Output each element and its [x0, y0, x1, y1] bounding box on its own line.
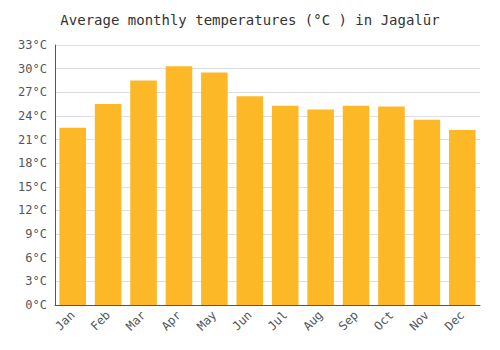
svg-text:Jul: Jul [265, 308, 290, 333]
svg-text:9°C: 9°C [25, 227, 47, 241]
svg-text:6°C: 6°C [25, 251, 47, 265]
svg-text:Dec: Dec [442, 308, 467, 333]
svg-text:May: May [194, 308, 219, 333]
svg-text:24°C: 24°C [18, 109, 47, 123]
svg-text:21°C: 21°C [18, 133, 47, 147]
svg-text:Feb: Feb [88, 308, 113, 333]
svg-text:0°C: 0°C [25, 298, 47, 312]
svg-text:30°C: 30°C [18, 62, 47, 76]
svg-text:Apr: Apr [159, 308, 184, 333]
svg-text:Aug: Aug [300, 308, 325, 333]
svg-text:27°C: 27°C [18, 85, 47, 99]
svg-text:Mar: Mar [123, 308, 148, 333]
svg-text:Jun: Jun [230, 308, 255, 333]
svg-text:Nov: Nov [407, 308, 432, 333]
svg-text:Oct: Oct [371, 308, 396, 333]
svg-text:Jan: Jan [52, 308, 77, 333]
svg-text:Average monthly temperatures (: Average monthly temperatures (°C ) in Ja… [60, 12, 439, 28]
svg-text:3°C: 3°C [25, 274, 47, 288]
svg-text:33°C: 33°C [18, 38, 47, 52]
svg-text:18°C: 18°C [18, 156, 47, 170]
svg-text:12°C: 12°C [18, 203, 47, 217]
svg-text:15°C: 15°C [18, 180, 47, 194]
svg-text:Sep: Sep [336, 308, 361, 333]
